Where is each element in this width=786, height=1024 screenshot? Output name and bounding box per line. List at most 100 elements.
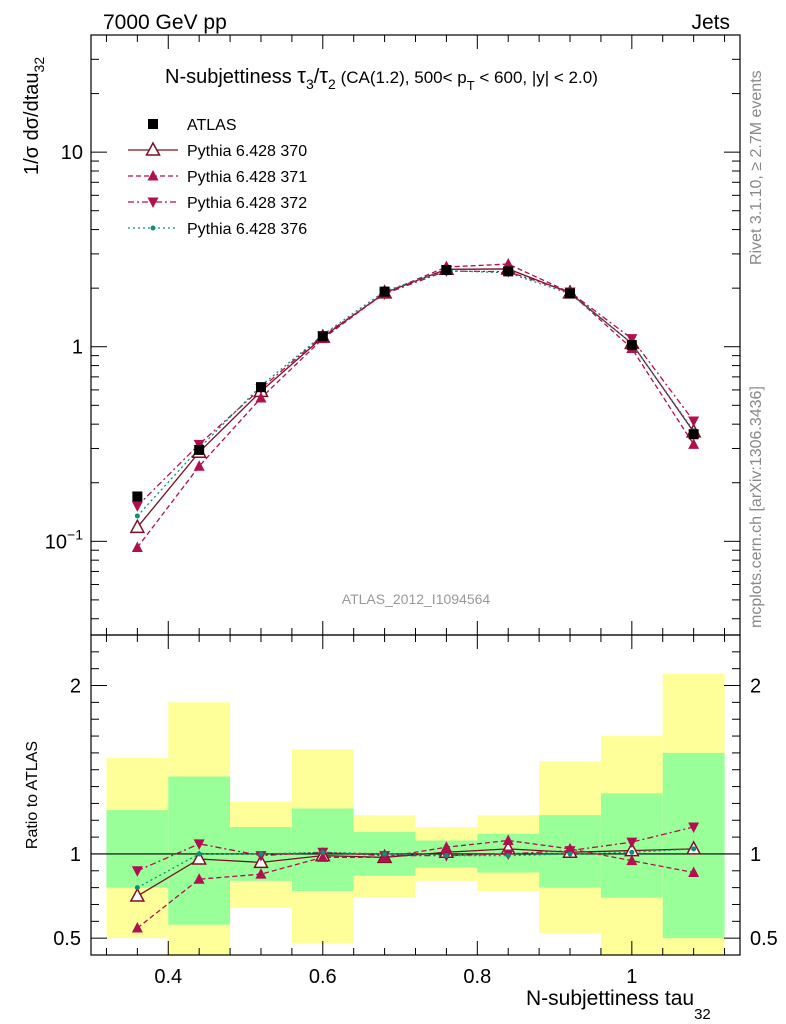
ratio-point [131,866,143,877]
ratio-point [193,873,205,884]
legend-label: Pythia 6.428 376 [187,221,307,238]
main-ytick-label: 10−1 [45,526,83,553]
ratio-xtick-label: 0.6 [309,966,337,988]
main-panel: 10 1 10−1 N-subjettiness τ3/τ2 (CA(1.2), 5… [21,34,741,636]
ratio-point [134,885,140,891]
ratio-ytick-label-right: 1 [750,844,761,866]
ratio-xtick-label: 1 [626,966,637,988]
ratio-point [567,851,573,857]
legend-label: Pythia 6.428 370 [187,143,307,160]
ratio-ylabel: Ratio to ATLAS [24,741,41,849]
ratio-point [258,851,264,857]
main-ytick-label: 1 [72,337,83,359]
main-line-pythia-6.428-372 [136,270,695,507]
ratio-ytick-label-right: 0.5 [750,928,778,950]
side-label-bottom: mcplots.cern.ch [arXiv:1306.3436] [748,386,765,628]
ratio-point [502,834,514,845]
main-point [129,518,146,534]
legend-marker [150,225,156,231]
main-line-pythia-6.428-376 [136,270,695,517]
main-point [688,416,700,428]
main-point [441,264,452,275]
ratio-point [440,841,452,852]
ratio-line-pythia-6.428-372 [137,826,694,872]
ratio-point [688,822,700,833]
ratio-point [320,849,326,855]
ratio-point [255,868,267,879]
legend-entry: ATLAS [148,117,237,134]
legend-marker [145,141,161,156]
ratio-point [193,839,205,850]
main-point [132,491,143,502]
ratio-xtick-label: 0.8 [463,966,491,988]
legend-entry: Pythia 6.428 371 [128,169,307,186]
analysis-id: ATLAS_2012_I1094564 [342,591,491,607]
main-point [379,286,390,297]
main-line-pythia-6.428-371 [136,263,695,548]
main-point [255,392,267,403]
ratio-point [629,849,635,855]
main-series-lines [136,263,695,548]
legend-marker [148,119,158,129]
main-point [626,340,637,351]
ratio-point [691,846,697,852]
main-point [317,331,328,342]
main-point [565,288,576,299]
main-ytick-label: 10 [61,142,83,164]
ratio-point [191,850,207,865]
ratio-point [505,853,511,859]
ratio-line-pythia-6.428-371 [136,839,694,929]
ratio-panel: 0.5 0.5 1 1 2 2 0.4 0.6 0.8 1 Ratio to ATLAS N-su… [24,634,778,1023]
main-axes: 10 1 10−1 [45,34,740,635]
main-point [626,334,638,345]
ratio-ytick-label-left: 1 [70,844,81,866]
main-point [131,501,143,512]
ratio-ytick-label-right: 2 [750,676,761,698]
ratio-point [196,851,202,857]
ratio-series-lines [136,826,694,929]
main-point [688,438,700,449]
main-title: N-subjettiness τ3/τ2 (CA(1.2), 500< pT <… [165,63,598,93]
main-point [502,258,514,269]
ratio-uncertainty-bands [91,673,740,955]
ratio-xlabel: N-subjettiness tau32 [526,987,711,1023]
ratio-point [626,854,638,866]
ratio-ytick-label-left: 0.5 [53,928,81,950]
legend-entry: Pythia 6.428 370 [128,141,307,160]
main-point [503,266,514,277]
legend-marker [147,170,159,181]
header-left: 7000 GeV pp [103,11,227,34]
side-label-top: Rivet 3.1.10, ≥ 2.7M events [748,70,765,265]
main-ylabel: 1/σ dσ/dtau32 [21,57,47,175]
ratio-point [626,837,638,849]
legend: ATLAS Pythia 6.428 370 Pythia 6.428 371 Pyt… [128,117,307,238]
ratio-line-pythia-6.428-376 [137,848,694,889]
ratio-point [382,851,388,857]
ratio-point [131,922,143,933]
ratio-point [564,846,576,857]
ratio-series-markers [129,822,702,933]
legend-label: Pythia 6.428 372 [187,195,307,212]
main-point [194,444,205,455]
main-point [131,541,143,552]
ratio-point [443,853,449,859]
ratio-point [688,866,700,877]
legend-entry: Pythia 6.428 372 [128,195,307,212]
main-line-pythia-6.428-370 [136,268,695,528]
main-point [688,429,699,440]
ratio-ytick-label-left: 2 [70,676,81,698]
legend-entry: Pythia 6.428 376 [128,221,307,238]
ratio-axes: 0.5 0.5 1 1 2 2 0.4 0.6 0.8 1 [53,634,778,988]
main-point [193,460,205,471]
header-right: Jets [691,11,730,34]
main-point [134,513,140,519]
ratio-point [129,887,146,902]
main-series-markers [129,258,702,552]
ratio-xtick-label: 0.4 [154,966,182,988]
ratio-frame [90,634,741,956]
svg-text:1/σ dσ/dtau32: 1/σ dσ/dtau32 [21,57,47,175]
legend-marker [147,197,159,208]
legend-label: Pythia 6.428 371 [187,169,307,186]
main-point [255,382,266,393]
